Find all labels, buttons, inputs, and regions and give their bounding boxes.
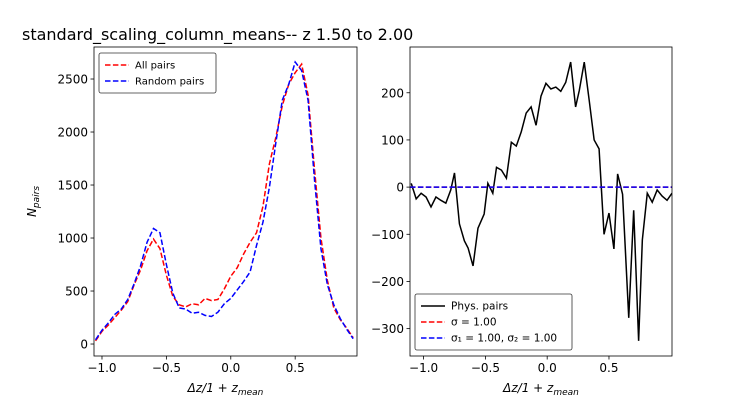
y-tick-label: 200: [381, 86, 404, 100]
xlabel: Δz/1 + zmean: [187, 381, 264, 398]
y-tick-label: −100: [371, 228, 404, 242]
xlabel: Δz/1 + z: [187, 381, 239, 395]
y-tick-label: −300: [371, 322, 404, 336]
y-tick-label: 1000: [57, 232, 88, 246]
x-tick-label: 0.0: [538, 361, 557, 375]
y-tick-label: 100: [381, 133, 404, 147]
y-tick-label: 2000: [57, 126, 88, 140]
legend-label: Random pairs: [135, 77, 204, 88]
xlabel-sub: mean: [553, 388, 579, 398]
x-tick-label: −1.0: [87, 361, 116, 375]
x-tick-label: 0.5: [286, 361, 305, 375]
y-tick-label: 0: [80, 338, 88, 352]
ylabel: N: [25, 208, 39, 217]
legend-label: Phys. pairs: [451, 301, 508, 313]
legend-label: σ₁ = 1.00, σ₂ = 1.00: [451, 333, 557, 345]
x-tick-label: −0.5: [471, 361, 500, 375]
x-tick-label: −1.0: [409, 361, 438, 375]
x-tick-label: −0.5: [152, 361, 181, 375]
xlabel-sub: mean: [238, 388, 264, 398]
legend-label: σ = 1.00: [451, 317, 497, 329]
x-tick-label: 0.5: [599, 361, 618, 375]
y-tick-label: 500: [65, 285, 88, 299]
axes-frame: [93, 46, 358, 357]
axes-frame: [409, 46, 673, 357]
legend-box: [98, 52, 217, 94]
y-tick-label: 2500: [57, 73, 88, 87]
legend-label: All pairs: [135, 61, 175, 72]
ylabel-sub: pairs: [32, 186, 42, 209]
x-tick-label: 0.0: [221, 361, 240, 375]
xlabel: Δz/1 + z: [502, 381, 554, 395]
series-line: [94, 62, 354, 342]
y-tick-label: 1500: [57, 179, 88, 193]
y-tick-label: −200: [371, 275, 404, 289]
ylabel: Npairs: [25, 186, 42, 217]
y-tick-label: 0: [396, 181, 404, 195]
legend-box: [414, 293, 573, 351]
series-line: [94, 60, 354, 341]
xlabel: Δz/1 + zmean: [502, 381, 579, 398]
chart-title: standard_scaling_column_means-- z 1.50 t…: [22, 25, 413, 45]
series-line: [410, 61, 672, 341]
